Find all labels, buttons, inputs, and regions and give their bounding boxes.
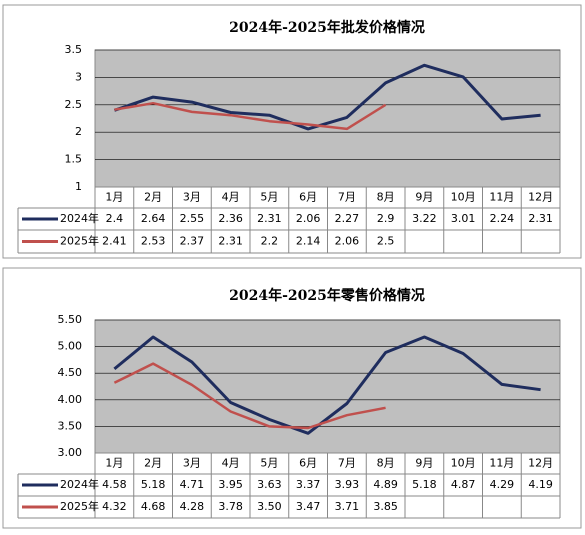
table-value: 2.53 bbox=[141, 235, 166, 248]
x-tick-label: 7月 bbox=[338, 457, 356, 470]
table-value: 2.2 bbox=[261, 235, 279, 248]
table-value: 2.36 bbox=[218, 212, 243, 225]
table-value: 4.87 bbox=[451, 478, 476, 491]
table-value: 4.58 bbox=[102, 478, 127, 491]
table-value: 5.18 bbox=[141, 478, 166, 491]
table-value: 2.31 bbox=[218, 235, 243, 248]
table-value: 2.55 bbox=[180, 212, 205, 225]
plot-area bbox=[94, 319, 561, 454]
y-tick-label: 3.00 bbox=[58, 446, 83, 459]
x-tick-label: 7月 bbox=[338, 191, 356, 204]
chart-title: 2024年-2025年零售价格情况 bbox=[229, 287, 425, 304]
series-line bbox=[114, 101, 387, 131]
x-tick-label: 4月 bbox=[222, 457, 240, 470]
table-value: 2.06 bbox=[335, 235, 360, 248]
chart-title: 2024年-2025年批发价格情况 bbox=[229, 19, 425, 36]
table-value: 5.18 bbox=[412, 478, 437, 491]
x-tick-label: 12月 bbox=[528, 457, 553, 470]
table-value: 3.47 bbox=[296, 500, 321, 513]
legend-label: 2024年 bbox=[60, 211, 99, 225]
plot-area bbox=[94, 49, 561, 188]
legend-label: 2025年 bbox=[60, 234, 99, 248]
table-value: 2.41 bbox=[102, 235, 127, 248]
y-tick-label: 3.50 bbox=[58, 419, 83, 432]
table-value: 4.19 bbox=[528, 478, 553, 491]
table-value: 4.71 bbox=[180, 478, 205, 491]
x-tick-label: 4月 bbox=[222, 191, 240, 204]
table-value: 3.63 bbox=[257, 478, 282, 491]
x-tick-label: 10月 bbox=[451, 191, 476, 204]
x-tick-label: 1月 bbox=[105, 457, 123, 470]
table-value: 2.27 bbox=[335, 212, 360, 225]
y-tick-label: 5.50 bbox=[58, 313, 83, 326]
x-tick-label: 9月 bbox=[415, 191, 433, 204]
series-line bbox=[113, 335, 541, 435]
x-tick-label: 2月 bbox=[144, 191, 162, 204]
table-value: 4.29 bbox=[490, 478, 515, 491]
table-value: 2.24 bbox=[490, 212, 515, 225]
y-tick-label: 4.50 bbox=[58, 366, 83, 379]
legend-label: 2024年 bbox=[60, 477, 99, 491]
table-value: 2.9 bbox=[377, 212, 395, 225]
y-tick-label: 2 bbox=[75, 125, 82, 138]
x-tick-label: 8月 bbox=[377, 191, 395, 204]
table-value: 4.32 bbox=[102, 500, 127, 513]
table-value: 3.85 bbox=[373, 500, 398, 513]
y-tick-label: 2.5 bbox=[65, 98, 83, 111]
y-tick-label: 5.00 bbox=[58, 340, 83, 353]
table-value: 2.06 bbox=[296, 212, 321, 225]
table-value: 3.50 bbox=[257, 500, 282, 513]
table-value: 2.31 bbox=[257, 212, 282, 225]
table-value: 2.64 bbox=[141, 212, 166, 225]
y-tick-label: 4.00 bbox=[58, 393, 83, 406]
x-tick-label: 6月 bbox=[299, 457, 317, 470]
x-tick-label: 10月 bbox=[451, 457, 476, 470]
x-tick-label: 3月 bbox=[183, 191, 201, 204]
y-tick-label: 1 bbox=[75, 180, 82, 193]
table-value: 4.89 bbox=[373, 478, 398, 491]
table-value: 4.68 bbox=[141, 500, 166, 513]
table-value: 2.4 bbox=[106, 212, 124, 225]
table-value: 3.78 bbox=[218, 500, 243, 513]
x-tick-label: 6月 bbox=[299, 191, 317, 204]
y-tick-label: 3.5 bbox=[65, 43, 83, 56]
table-value: 3.01 bbox=[451, 212, 476, 225]
table-value: 3.71 bbox=[335, 500, 360, 513]
x-tick-label: 5月 bbox=[260, 457, 278, 470]
y-tick-label: 1.5 bbox=[65, 153, 83, 166]
series-line bbox=[113, 63, 541, 131]
table-value: 3.22 bbox=[412, 212, 437, 225]
table-value: 2.31 bbox=[528, 212, 553, 225]
table-value: 3.93 bbox=[335, 478, 360, 491]
table-value: 2.5 bbox=[377, 235, 395, 248]
table-value: 2.37 bbox=[180, 235, 205, 248]
x-tick-label: 2月 bbox=[144, 457, 162, 470]
x-tick-label: 5月 bbox=[260, 191, 278, 204]
x-tick-label: 12月 bbox=[528, 191, 553, 204]
x-tick-label: 9月 bbox=[415, 457, 433, 470]
legend-label: 2025年 bbox=[60, 499, 99, 513]
table-value: 2.14 bbox=[296, 235, 321, 248]
x-tick-label: 11月 bbox=[489, 457, 514, 470]
x-tick-label: 8月 bbox=[377, 457, 395, 470]
x-tick-label: 1月 bbox=[105, 191, 123, 204]
series-line bbox=[113, 362, 386, 430]
table-value: 4.28 bbox=[180, 500, 205, 513]
table-value: 3.37 bbox=[296, 478, 321, 491]
x-tick-label: 11月 bbox=[489, 191, 514, 204]
x-tick-label: 3月 bbox=[183, 457, 201, 470]
y-tick-label: 3 bbox=[75, 70, 82, 83]
table-value: 3.95 bbox=[218, 478, 243, 491]
